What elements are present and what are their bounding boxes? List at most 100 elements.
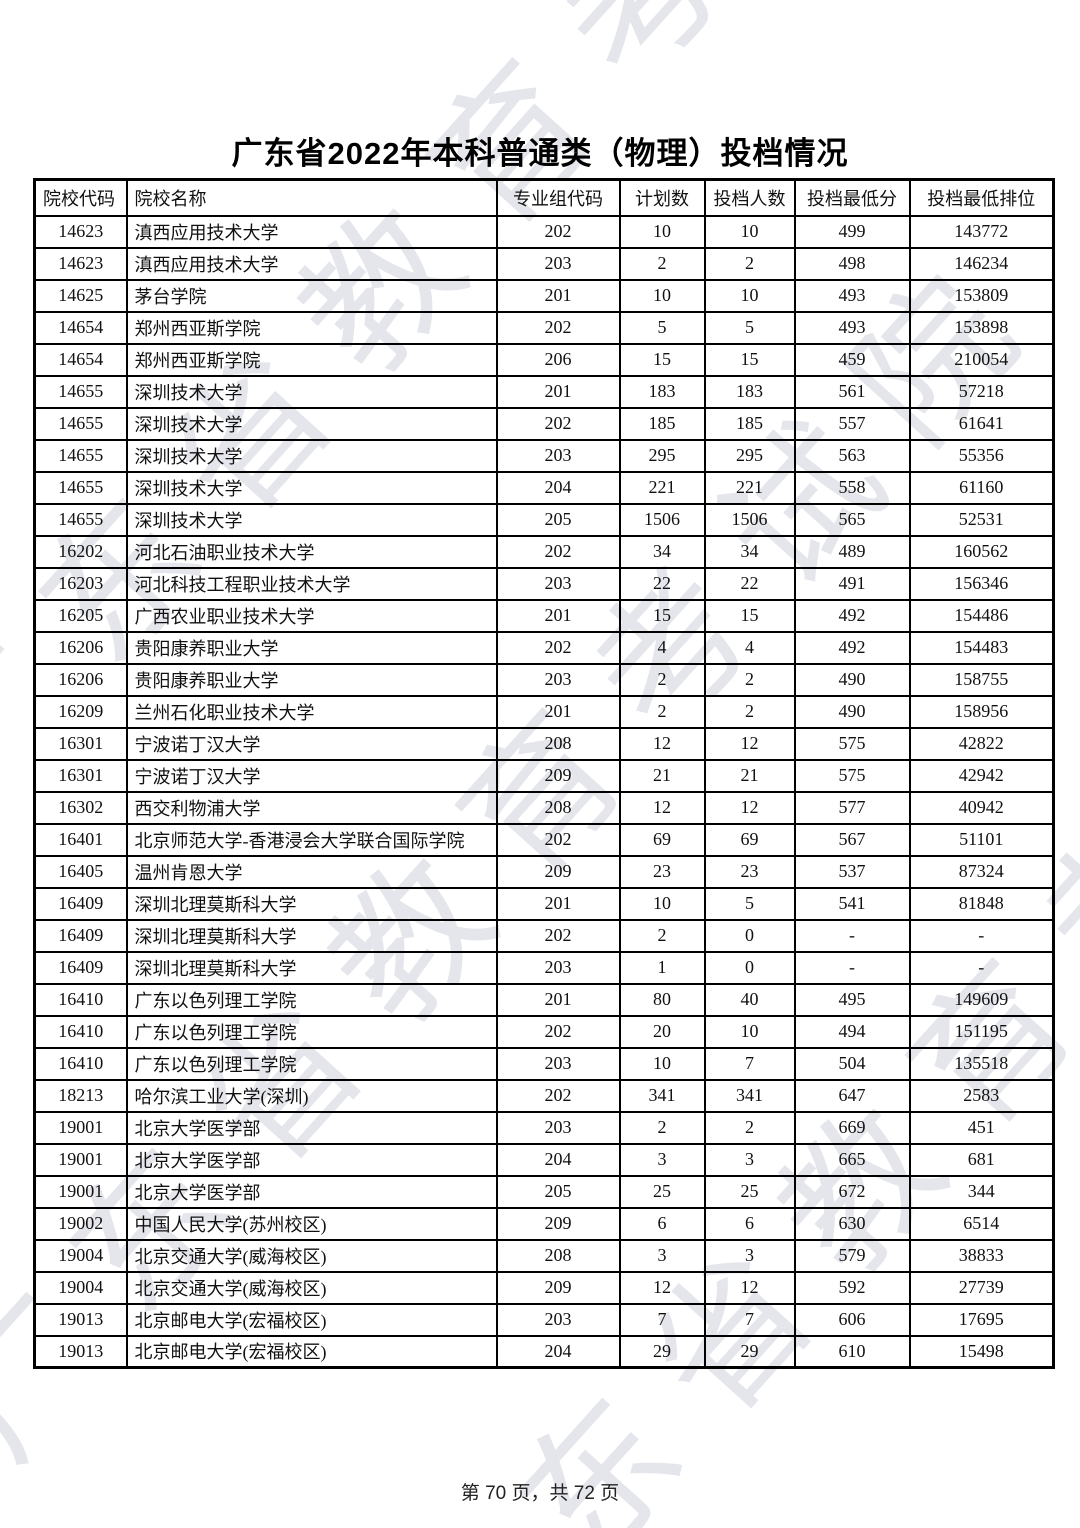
min-rank-cell: 146234 xyxy=(908,246,1055,281)
table-row: 19002 中国人民大学(苏州校区) 209 6 6 630 6514 xyxy=(33,1206,1055,1241)
college-name-cell: 贵阳康养职业大学 xyxy=(125,630,498,665)
min-score-cell: - xyxy=(793,918,911,953)
min-score-cell: 561 xyxy=(793,374,911,409)
min-rank-cell: 156346 xyxy=(908,566,1055,601)
filed-count-cell: 183 xyxy=(703,374,796,409)
min-rank-cell: 451 xyxy=(908,1110,1055,1145)
min-score-cell: 499 xyxy=(793,214,911,249)
min-score-cell: 494 xyxy=(793,1014,911,1049)
plan-count-cell: 29 xyxy=(618,1334,706,1369)
major-group-code-cell: 203 xyxy=(495,246,621,281)
table-row: 16409 深圳北理莫斯科大学 203 1 0- - xyxy=(33,950,1055,985)
table-row: 14655 深圳技术大学 204 221 221 558 61160 xyxy=(33,470,1055,505)
major-group-code-cell: 203 xyxy=(495,438,621,473)
min-rank-cell: 55356 xyxy=(908,438,1055,473)
college-name-cell: 茅台学院 xyxy=(125,278,498,313)
table-row: 16401 北京师范大学-香港浸会大学联合国际学院 202 69 69 567 51101 xyxy=(33,822,1055,857)
college-name-cell: 贵阳康养职业大学 xyxy=(125,662,498,697)
plan-count-cell: 341 xyxy=(618,1078,706,1113)
college-code-cell: 16203 xyxy=(33,566,128,601)
college-name-cell: 宁波诺丁汉大学 xyxy=(125,726,498,761)
table-row: 19004 北京交通大学(威海校区) 208 3 3 579 38833 xyxy=(33,1238,1055,1273)
filed-count-cell: 25 xyxy=(703,1174,796,1209)
major-group-code-cell: 201 xyxy=(495,886,621,921)
min-rank-cell: 158755 xyxy=(908,662,1055,697)
plan-count-cell: 12 xyxy=(618,726,706,761)
college-code-cell: 14654 xyxy=(33,342,128,377)
table-row: 16410 广东以色列理工学院 202 20 10 494 151195 xyxy=(33,1014,1055,1049)
college-code-cell: 14655 xyxy=(33,470,128,505)
min-rank-cell: 2583 xyxy=(908,1078,1055,1113)
college-code-cell: 16301 xyxy=(33,726,128,761)
plan-count-cell: 3 xyxy=(618,1142,706,1177)
min-rank-cell: 87324 xyxy=(908,854,1055,889)
min-rank-cell: 210054 xyxy=(908,342,1055,377)
plan-count-cell: 20 xyxy=(618,1014,706,1049)
filed-count-cell: 221 xyxy=(703,470,796,505)
college-code-cell: 14625 xyxy=(33,278,128,313)
college-name-cell: 温州肯恩大学 xyxy=(125,854,498,889)
college-code-cell: 16410 xyxy=(33,982,128,1017)
major-group-code-cell: 206 xyxy=(495,342,621,377)
filed-count-cell: 2 xyxy=(703,662,796,697)
table-row: 14654 郑州西亚斯学院 206 15 15 459 210054 xyxy=(33,342,1055,377)
min-rank-cell: 153809 xyxy=(908,278,1055,313)
major-group-code-cell: 203 xyxy=(495,950,621,985)
college-code-cell: 16202 xyxy=(33,534,128,569)
table-row: 16409 深圳北理莫斯科大学 202 2 0- - xyxy=(33,918,1055,953)
major-group-code-cell: 201 xyxy=(495,982,621,1017)
college-code-cell: 19002 xyxy=(33,1206,128,1241)
filed-count-cell: 3 xyxy=(703,1142,796,1177)
college-name-cell: 哈尔滨工业大学(深圳) xyxy=(125,1078,498,1113)
min-score-cell: - xyxy=(793,950,911,985)
college-name-cell: 中国人民大学(苏州校区) xyxy=(125,1206,498,1241)
filed-count-cell: 3 xyxy=(703,1238,796,1273)
plan-count-cell: 1506 xyxy=(618,502,706,537)
header-plan-count: 计划数 xyxy=(618,178,706,217)
min-rank-cell: - xyxy=(908,918,1055,953)
major-group-code-cell: 204 xyxy=(495,1142,621,1177)
table-row: 16302 西交利物浦大学 208 12 12 577 40942 xyxy=(33,790,1055,825)
filed-count-cell: 29 xyxy=(703,1334,796,1369)
table-row: 16203 河北科技工程职业技术大学 203 22 22 491 156346 xyxy=(33,566,1055,601)
filed-count-cell: 23 xyxy=(703,854,796,889)
filed-count-cell: 4 xyxy=(703,630,796,665)
college-name-cell: 兰州石化职业技术大学 xyxy=(125,694,498,729)
college-code-cell: 14623 xyxy=(33,214,128,249)
min-rank-cell: 154486 xyxy=(908,598,1055,633)
table-row: 14623 滇西应用技术大学 203 2 2 498 146234 xyxy=(33,246,1055,281)
table-row: 14655 深圳技术大学 205 1506 1506 565 52531 xyxy=(33,502,1055,537)
min-score-cell: 493 xyxy=(793,278,911,313)
major-group-code-cell: 202 xyxy=(495,310,621,345)
table-row: 14654 郑州西亚斯学院 202 5 5 493 153898 xyxy=(33,310,1055,345)
filed-count-cell: 10 xyxy=(703,1014,796,1049)
min-rank-cell: - xyxy=(908,950,1055,985)
major-group-code-cell: 202 xyxy=(495,918,621,953)
college-code-cell: 14655 xyxy=(33,502,128,537)
college-name-cell: 深圳北理莫斯科大学 xyxy=(125,950,498,985)
table-row: 16410 广东以色列理工学院 203 10 7 504 135518 xyxy=(33,1046,1055,1081)
filed-count-cell: 341 xyxy=(703,1078,796,1113)
admission-table: 院校代码 院校名称 专业组代码 计划数 投档人数 投档最低分 投档最低排位 14… xyxy=(33,178,1055,1369)
table-row: 16301 宁波诺丁汉大学 209 21 21 575 42942 xyxy=(33,758,1055,793)
college-name-cell: 宁波诺丁汉大学 xyxy=(125,758,498,793)
table-row: 16405 温州肯恩大学 209 23 23 537 87324 xyxy=(33,854,1055,889)
major-group-code-cell: 208 xyxy=(495,726,621,761)
page-number: 第 70 页，共 72 页 xyxy=(460,1483,620,1504)
college-name-cell: 广东以色列理工学院 xyxy=(125,982,498,1017)
min-score-cell: 610 xyxy=(793,1334,911,1369)
college-code-cell: 16206 xyxy=(33,630,128,665)
college-code-cell: 14655 xyxy=(33,406,128,441)
plan-count-cell: 25 xyxy=(618,1174,706,1209)
college-name-cell: 深圳北理莫斯科大学 xyxy=(125,918,498,953)
filed-count-cell: 295 xyxy=(703,438,796,473)
table-row: 14655 深圳技术大学 201 183 183 561 57218 xyxy=(33,374,1055,409)
college-name-cell: 广东以色列理工学院 xyxy=(125,1014,498,1049)
major-group-code-cell: 201 xyxy=(495,598,621,633)
college-code-cell: 14655 xyxy=(33,374,128,409)
table-row: 16206 贵阳康养职业大学 203 2 2 490 158755 xyxy=(33,662,1055,697)
min-score-cell: 493 xyxy=(793,310,911,345)
min-score-cell: 575 xyxy=(793,758,911,793)
college-name-cell: 广西农业职业技术大学 xyxy=(125,598,498,633)
filed-count-cell: 12 xyxy=(703,790,796,825)
